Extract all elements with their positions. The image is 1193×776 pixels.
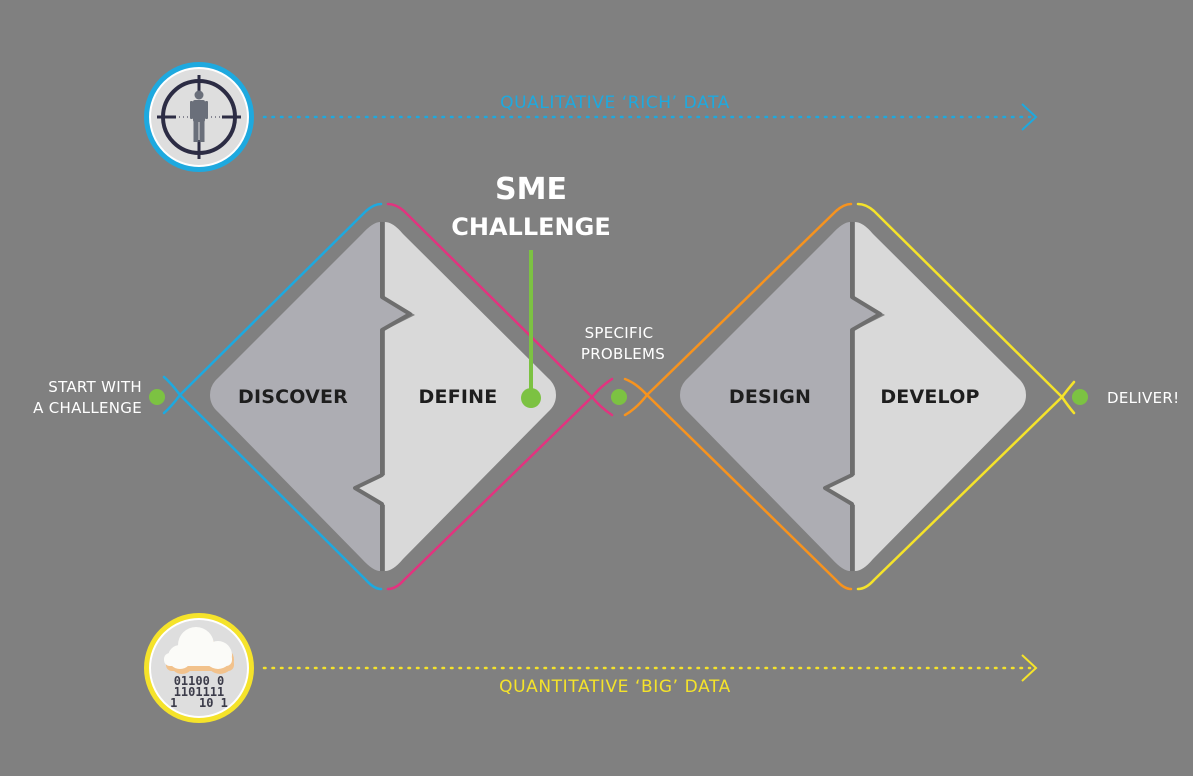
deliver-label: DELIVER! (1107, 389, 1179, 407)
start-marker (149, 389, 165, 405)
sme-title: SME (495, 172, 567, 207)
binary-line-1: 01100 0 (174, 674, 225, 688)
top-banner-label: QUALITATIVE ‘RICH’ DATA (500, 93, 730, 113)
deliver-marker (1072, 389, 1088, 405)
design-outline (623, 202, 853, 591)
deliver-point: DELIVER! (1072, 389, 1179, 407)
start-point: START WITH A CHALLENGE (33, 378, 165, 417)
top-banner: QUALITATIVE ‘RICH’ DATA (144, 62, 1038, 172)
first-diamond (210, 222, 556, 571)
second-divider (823, 222, 882, 571)
define-label: DEFINE (419, 386, 498, 408)
bottom-banner: 01100 0 1101111 1 10 1 QUANTITATIVE ‘BIG… (144, 613, 1038, 723)
top-arrow-head-icon (1021, 103, 1038, 131)
discover-outline (162, 202, 383, 591)
binary-line-3: 1 10 1 (170, 696, 228, 710)
design-label: DESIGN (729, 386, 811, 408)
specific-problems-line1: SPECIFIC (585, 324, 654, 342)
specific-problems-point: SPECIFIC PROBLEMS (581, 324, 665, 405)
target-person-icon (144, 62, 254, 172)
start-label-line2: A CHALLENGE (33, 399, 142, 417)
discover-label: DISCOVER (238, 386, 348, 408)
cloud-binary-icon: 01100 0 1101111 1 10 1 (144, 613, 254, 723)
sme-challenge-marker (521, 388, 541, 408)
phase-outlines (162, 202, 1076, 591)
start-label-line1: START WITH (48, 378, 142, 396)
challenge-title: CHALLENGE (451, 213, 610, 241)
bottom-arrow-head-icon (1021, 654, 1038, 682)
specific-problems-marker (611, 389, 627, 405)
binary-line-2: 1101111 (174, 685, 225, 699)
develop-panel (828, 222, 1026, 571)
develop-label: DEVELOP (880, 386, 979, 408)
sme-challenge: SME CHALLENGE (451, 172, 611, 408)
second-diamond (680, 222, 1026, 571)
develop-outline (856, 202, 1076, 591)
define-panel (358, 222, 556, 571)
bottom-banner-label: QUANTITATIVE ‘BIG’ DATA (499, 677, 731, 697)
specific-problems-line2: PROBLEMS (581, 345, 665, 363)
first-divider (353, 222, 412, 571)
define-outline (386, 202, 614, 591)
